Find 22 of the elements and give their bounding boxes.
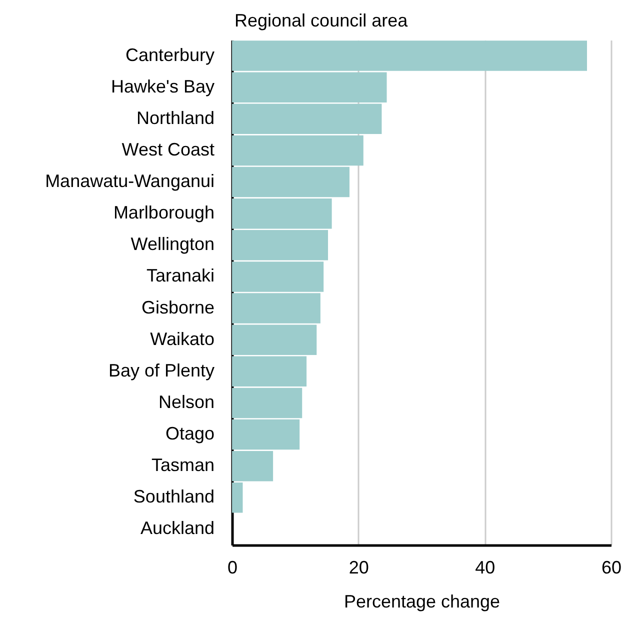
x-tick-label: 40: [475, 558, 496, 578]
y-tick-label: Nelson: [158, 392, 214, 412]
y-tick-label: Taranaki: [146, 266, 214, 286]
y-tick-label: Wellington: [130, 234, 214, 254]
y-tick-label: Marlborough: [113, 202, 214, 223]
y-tick-label: Northland: [136, 108, 214, 128]
x-tick-label: 0: [227, 558, 238, 578]
y-tick-label: Waikato: [150, 328, 214, 349]
x-tick-label: 60: [601, 558, 622, 578]
y-tick-label: Hawke's Bay: [111, 76, 214, 96]
y-tick-label: Auckland: [140, 518, 214, 538]
y-tick-label: Canterbury: [125, 44, 214, 65]
x-tick-label: 20: [348, 558, 369, 578]
y-tick-label: Southland: [133, 486, 214, 507]
y-tick-label: Tasman: [151, 455, 214, 476]
y-tick-label: Otago: [165, 424, 214, 444]
x-axis-title: Percentage change: [344, 592, 500, 612]
y-axis-title: Regional council area: [234, 10, 409, 30]
y-tick-label: Gisborne: [141, 297, 214, 318]
y-tick-label: Manawatu-Wanganui: [45, 171, 214, 192]
y-tick-label: Bay of Plenty: [108, 360, 214, 380]
y-tick-label: West Coast: [122, 139, 214, 160]
